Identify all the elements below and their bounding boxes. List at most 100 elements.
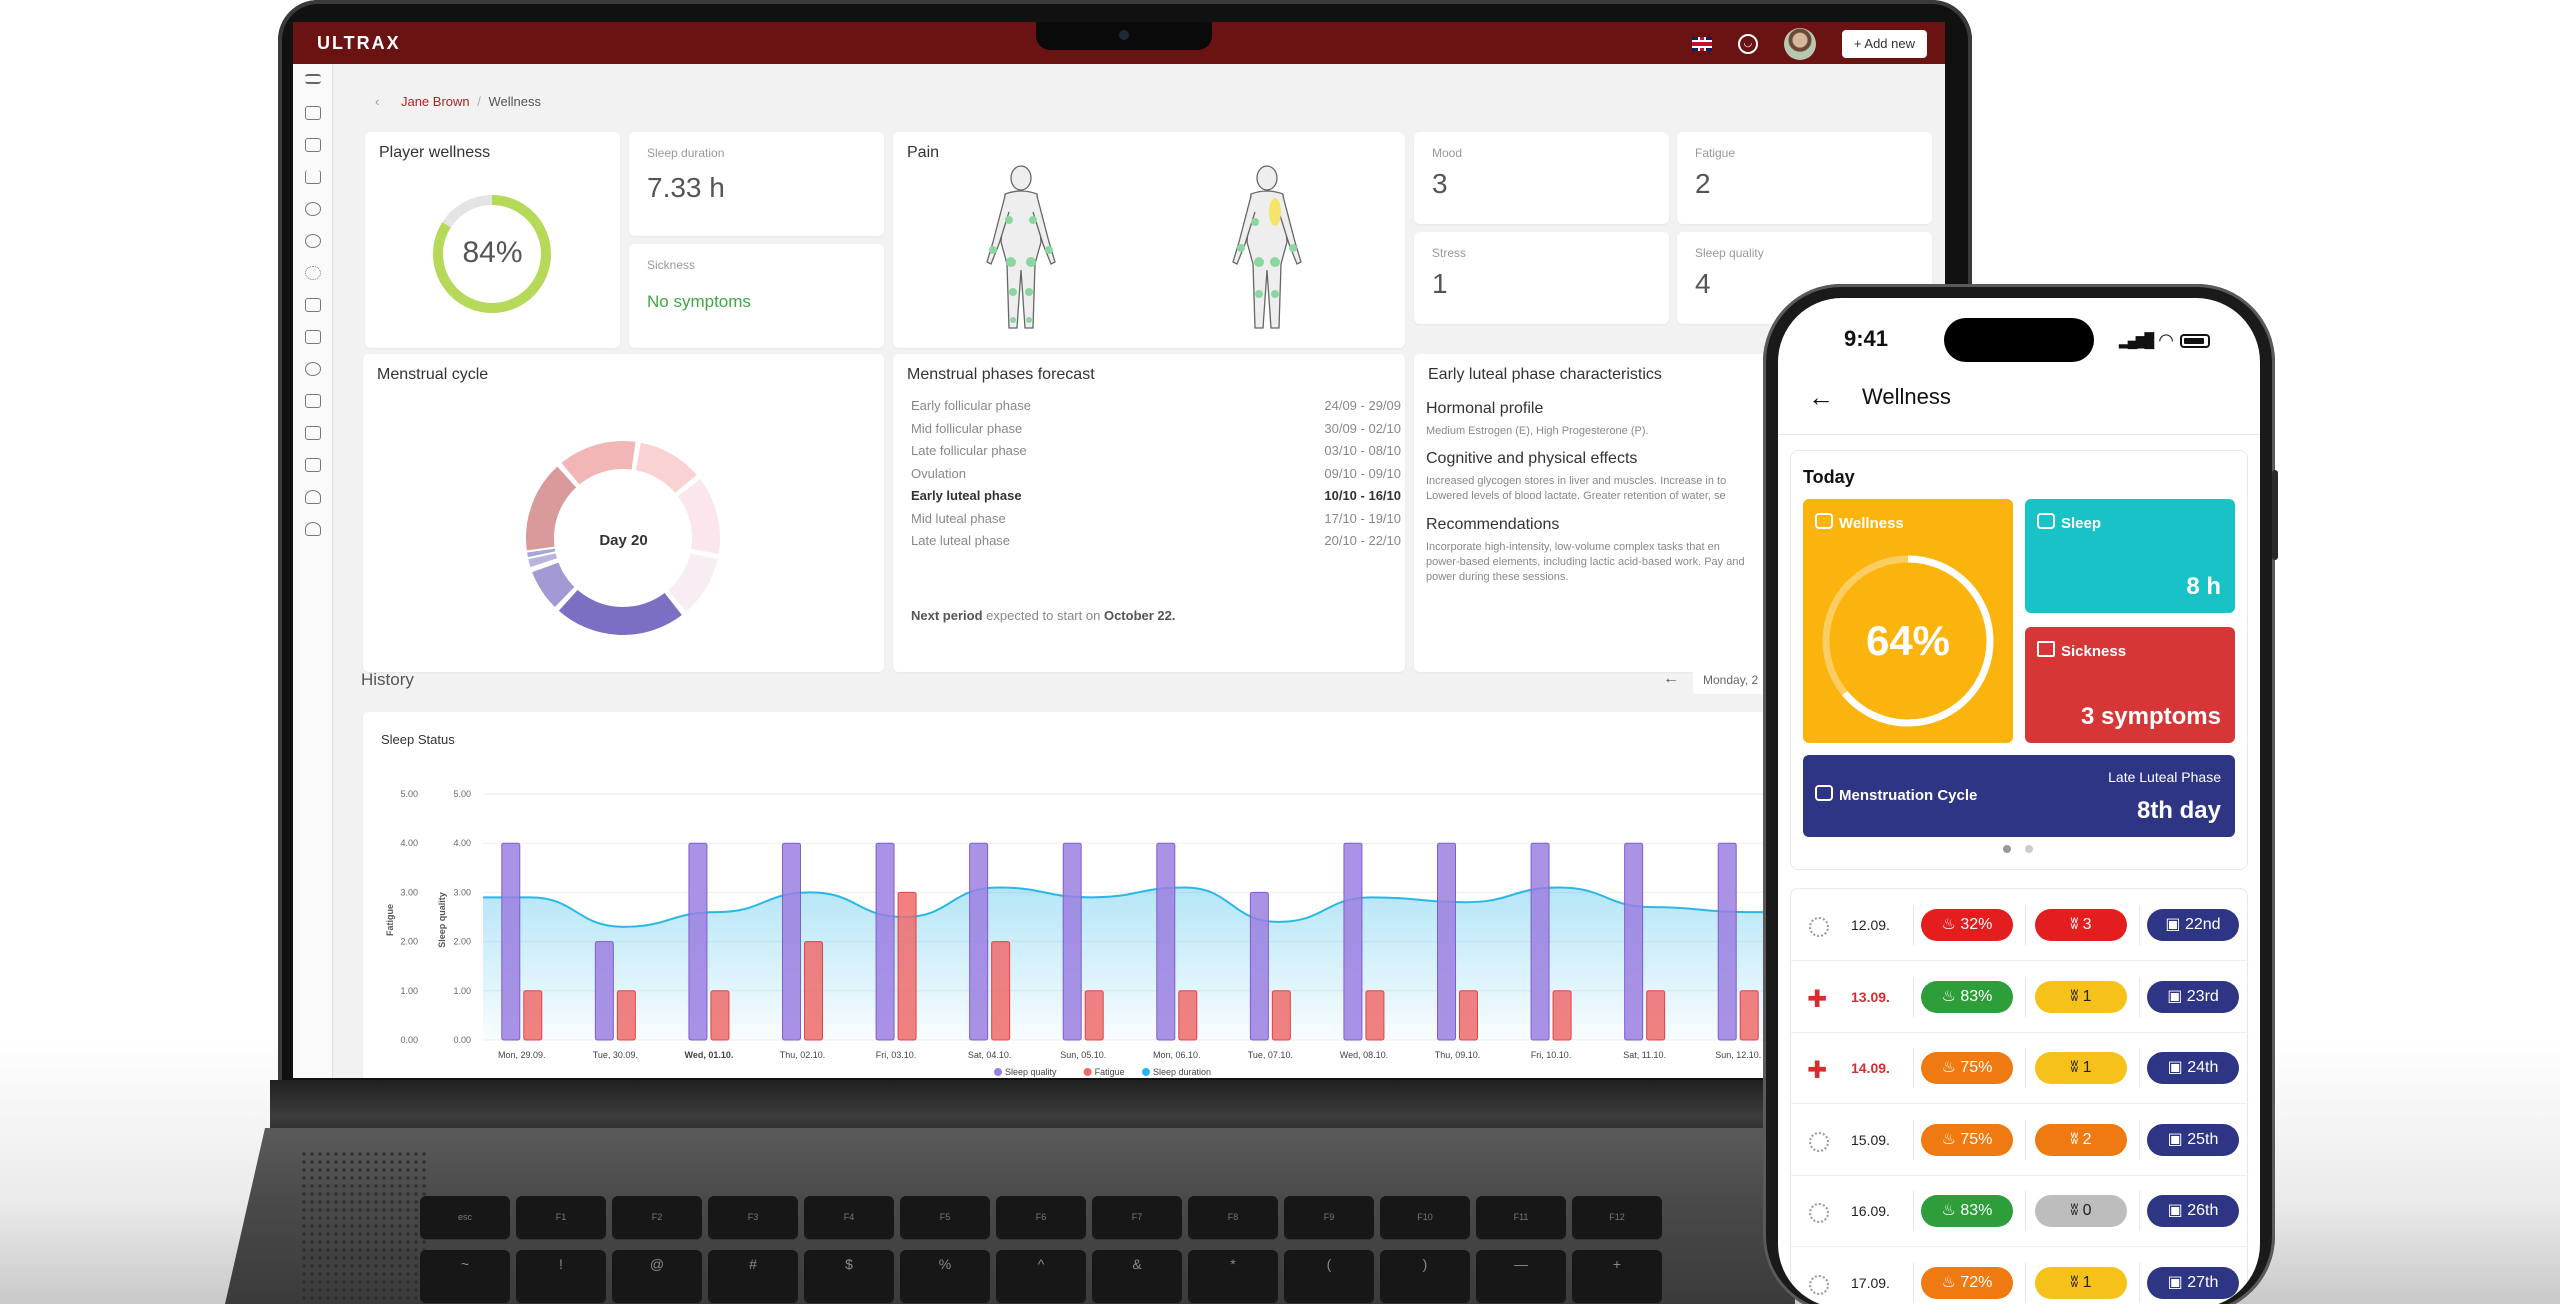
bar-fatigue[interactable] [1459,990,1478,1041]
wellness-pill: ♨ 32% [1921,909,2013,941]
fatigue-pill: ʬ 1 [2035,980,2127,1013]
bar-fatigue[interactable] [616,990,636,1041]
bar-sleep-quality[interactable] [1717,842,1737,1041]
wellness-ring [433,195,551,313]
bar-sleep-quality[interactable] [1530,842,1550,1041]
menstruation-tile[interactable]: Menstruation Cycle Late Luteal Phase 8th… [1803,755,2235,837]
sidebar [293,64,333,1078]
nav-crosshair-icon[interactable] [305,362,321,376]
nav-eye-icon[interactable] [305,234,321,248]
cycle-donut[interactable] [363,354,884,672]
bar-sleep-quality[interactable] [1624,842,1644,1041]
uk-flag-icon[interactable] [1691,37,1712,51]
bar-sleep-quality[interactable] [782,842,801,1041]
wellness-tile[interactable]: Wellness 64% [1803,499,2013,743]
cycle-segment[interactable] [633,440,700,496]
fatigue-pill-value: 2 [2082,1130,2092,1148]
sickness-tile[interactable]: Sickness 3 symptoms [2025,627,2235,743]
cycle-segment[interactable] [558,439,638,488]
bar-fatigue[interactable] [991,941,1011,1041]
carousel-dots[interactable] [2003,845,2033,853]
bar-fatigue[interactable] [1739,990,1759,1041]
nav-list-icon[interactable] [305,394,321,408]
bar-fatigue[interactable] [710,990,730,1041]
phase-dates: 03/10 - 08/10 [1324,443,1401,458]
avatar[interactable] [1783,28,1816,60]
bar-sleep-quality[interactable] [875,842,895,1041]
cycle-segment[interactable] [524,546,558,560]
history-row[interactable]: ✚ 14.09. ♨ 75% ʬ 1 ▣ 24th [1791,1032,2249,1104]
y-tick-right: 0.00 [453,1035,471,1045]
bar-fatigue[interactable] [804,941,823,1041]
bar-sleep-quality[interactable] [1343,842,1363,1041]
nav-sun-icon[interactable] [305,266,321,280]
nav-users-icon[interactable] [305,426,321,440]
back-icon[interactable]: ‹ [375,94,380,109]
headset-icon[interactable]: ◡ [1737,34,1758,54]
phase-name: Early luteal phase [911,488,1022,503]
history-row[interactable]: 12.09. ♨ 32% ʬ 3 ▣ 22nd [1791,889,2249,961]
history-row[interactable]: 16.09. ♨ 83% ʬ 0 ▣ 26th [1791,1175,2249,1247]
nav-id-card-icon[interactable] [305,106,321,120]
sun-icon [1809,1131,1829,1152]
legend-swatch [994,1068,1002,1076]
bar-fatigue[interactable] [1084,990,1104,1041]
bar-sleep-quality[interactable] [688,842,708,1041]
cycle-segment[interactable] [675,476,722,557]
bar-sleep-quality[interactable] [594,941,614,1041]
cycle-day-value: 26th [2187,1202,2219,1219]
bar-sleep-quality[interactable] [969,842,989,1041]
add-new-button[interactable]: + Add new [1841,30,1927,58]
fatigue-pill: ʬ 2 [2035,1123,2127,1156]
nav-user-gear-icon[interactable] [305,522,321,536]
key: + [1572,1250,1662,1304]
bar-sleep-quality[interactable] [1062,842,1082,1041]
section-heading: Recommendations [1426,516,1560,533]
history-row[interactable]: 17.09. ♨ 72% ʬ 1 ▣ 27th [1791,1247,2249,1304]
history-row[interactable]: ✚ 13.09. ♨ 83% ʬ 1 ▣ 23rd [1791,961,2249,1033]
bar-sleep-quality[interactable] [1437,842,1456,1041]
history-row[interactable]: 15.09. ♨ 75% ʬ 2 ▣ 25th [1791,1104,2249,1176]
breadcrumb: ‹ Jane Brown / Wellness [375,94,541,109]
bar-fatigue[interactable] [1552,990,1572,1041]
menu-icon[interactable] [305,74,321,84]
section-heading: Hormonal profile [1426,400,1544,417]
cycle-segment[interactable] [524,463,579,557]
nav-chat-icon[interactable] [305,458,321,472]
nav-target-icon[interactable] [305,202,321,216]
nav-calendar-clock-icon[interactable] [305,298,321,312]
key: F2 [612,1196,702,1240]
legend-label[interactable]: Sleep duration [1153,1067,1211,1077]
bar-sleep-quality[interactable] [501,842,521,1041]
bar-fatigue[interactable] [1646,990,1666,1041]
y-tick-left: 0.00 [400,1035,418,1045]
cycle-day-value: 27th [2187,1273,2219,1291]
bar-fatigue[interactable] [1365,990,1385,1041]
bar-fatigue[interactable] [523,990,543,1041]
cycle-day-pill: ▣ 22nd [2147,909,2239,941]
body-map-icon[interactable] [893,132,1405,348]
key: F6 [996,1196,1086,1240]
bar-sleep-quality[interactable] [1249,891,1269,1041]
prev-date-icon[interactable]: ← [1663,670,1679,687]
forecast-row: Late luteal phase 20/10 - 22/10 [911,533,1401,548]
bar-fatigue[interactable] [1178,990,1198,1041]
bar-fatigue[interactable] [1271,990,1291,1041]
bar-fatigue[interactable] [897,891,917,1041]
tile-value: 8th day [2136,797,2221,824]
back-arrow-icon[interactable]: ← [1808,382,1834,412]
legend-label[interactable]: Sleep quality [1005,1067,1057,1077]
nav-calendar-icon[interactable] [305,138,321,152]
cycle-segment[interactable] [556,587,685,637]
cycle-segment[interactable] [665,550,721,615]
cycle-segment[interactable] [529,559,578,610]
breadcrumb-parent[interactable]: Jane Brown [400,94,470,109]
calendar-icon: ▣ [2167,1273,2188,1291]
legend-label[interactable]: Fatigue [1095,1067,1125,1077]
nav-user-settings-icon[interactable] [305,490,321,504]
nav-stats-icon[interactable] [305,170,321,184]
phase-dates: 09/10 - 09/10 [1324,465,1401,481]
bar-sleep-quality[interactable] [1156,842,1176,1041]
sleep-tile[interactable]: Sleep 8 h [2025,499,2235,613]
nav-schedule-icon[interactable] [305,330,321,344]
